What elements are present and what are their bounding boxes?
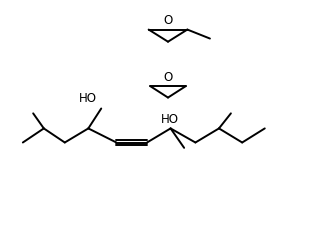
Text: HO: HO xyxy=(79,91,97,104)
Text: HO: HO xyxy=(161,113,179,126)
Text: O: O xyxy=(163,71,173,84)
Text: O: O xyxy=(163,14,173,27)
